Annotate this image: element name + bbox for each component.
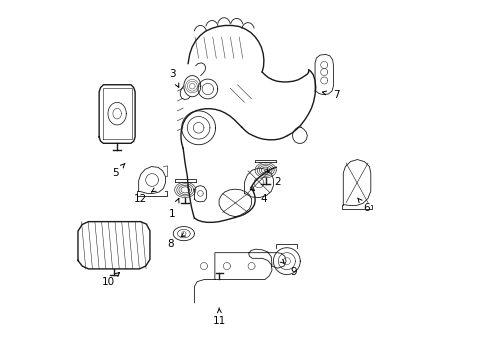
Text: 7: 7 xyxy=(332,90,339,100)
Text: 11: 11 xyxy=(213,316,226,326)
Text: 5: 5 xyxy=(112,168,119,178)
Text: 10: 10 xyxy=(102,277,115,287)
Text: 12: 12 xyxy=(134,194,147,204)
Text: 9: 9 xyxy=(290,267,297,277)
Text: 6: 6 xyxy=(362,203,369,213)
Text: 8: 8 xyxy=(167,239,173,248)
Text: 4: 4 xyxy=(260,194,266,204)
Text: 1: 1 xyxy=(168,208,175,219)
Text: 2: 2 xyxy=(274,177,281,187)
Text: 3: 3 xyxy=(168,69,175,79)
